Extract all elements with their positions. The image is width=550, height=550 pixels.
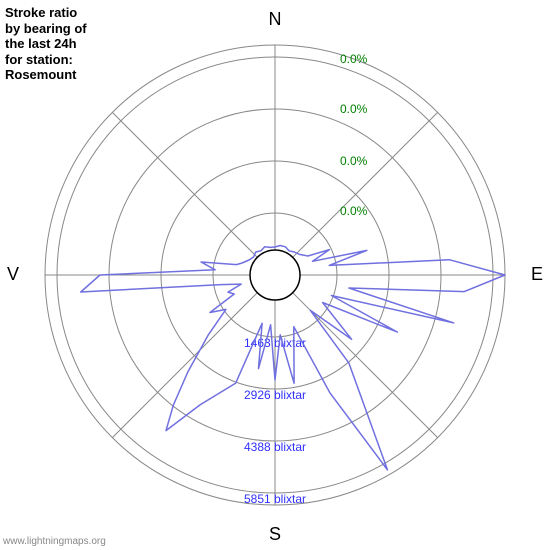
count-label: 2926 blixtar: [244, 388, 306, 402]
direction-label: V: [7, 264, 19, 284]
spoke: [293, 112, 438, 257]
center-circle: [250, 250, 300, 300]
ratio-label: 0.0%: [340, 52, 368, 66]
ratio-label: 0.0%: [340, 102, 368, 116]
direction-label: S: [269, 524, 281, 544]
ratio-label: 0.0%: [340, 154, 368, 168]
attribution: www.lightningmaps.org: [3, 536, 106, 547]
direction-label: N: [269, 9, 282, 29]
spoke: [112, 112, 257, 257]
ratio-label: 0.0%: [340, 204, 368, 218]
count-label: 4388 blixtar: [244, 440, 306, 454]
direction-label: E: [531, 264, 543, 284]
count-label: 5851 blixtar: [244, 492, 306, 506]
polar-chart: NESV0.0%0.0%0.0%0.0%1463 blixtar2926 bli…: [0, 0, 550, 550]
